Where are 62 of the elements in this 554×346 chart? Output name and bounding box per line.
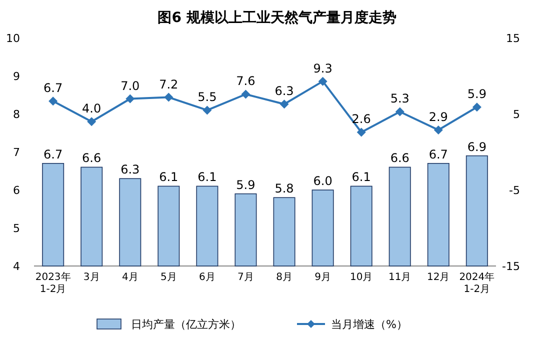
x-tick-label: 3月 <box>83 272 100 283</box>
point <box>356 128 366 137</box>
data-label: 7.2 <box>159 77 178 92</box>
data-label: 6.6 <box>82 151 102 166</box>
y2-tick-label: 5 <box>513 108 520 121</box>
data-label: 7.6 <box>236 74 256 88</box>
point <box>472 102 482 112</box>
x-tick-label: 8月 <box>276 272 292 283</box>
x-tick-label: 6月 <box>199 272 216 283</box>
data-label: 6.3 <box>274 84 294 98</box>
y-tick-label: 7 <box>13 146 20 159</box>
x-tick-label: 10月 <box>350 272 373 283</box>
data-label: 6.7 <box>428 147 448 162</box>
point <box>241 90 250 99</box>
data-label: 5.9 <box>236 178 256 192</box>
point <box>87 117 96 126</box>
x-tick-label: 2023年 1-2月 <box>35 271 71 295</box>
data-label: 6.1 <box>159 170 178 184</box>
data-label: 6.7 <box>44 147 63 162</box>
data-label: 6.9 <box>467 140 486 154</box>
data-label: 6.7 <box>44 81 63 96</box>
x-tick-label: 7月 <box>238 272 254 283</box>
data-label: 6.6 <box>390 151 410 166</box>
y2-tick-label: -15 <box>502 260 520 273</box>
data-label: 7.0 <box>120 78 140 93</box>
x-tick-label: 4月 <box>122 272 138 283</box>
point <box>48 96 58 106</box>
x-tick-label: 11月 <box>388 272 412 283</box>
data-label: 5.9 <box>467 87 486 102</box>
x-tick-label: 5月 <box>160 272 177 283</box>
data-label: 9.3 <box>313 61 332 76</box>
data-label: 6.0 <box>313 174 332 188</box>
data-label: 6.1 <box>198 170 217 184</box>
y-tick-label: 8 <box>13 108 20 121</box>
data-label: 5.5 <box>198 90 217 104</box>
y-tick-label: 10 <box>6 32 20 45</box>
y2-tick-label: 15 <box>506 32 520 45</box>
point <box>395 107 404 116</box>
x-tick-label: 2024年 1-2月 <box>459 271 495 295</box>
data-label: 6.1 <box>352 170 371 184</box>
legend-label: 日均产量（亿立方米） <box>131 318 241 331</box>
data-label: 6.3 <box>120 162 140 177</box>
data-label: 5.3 <box>390 92 410 106</box>
point <box>434 125 443 134</box>
data-label: 2.9 <box>428 110 448 124</box>
chart-title: 图6 规模以上工业天然气产量月度走势 <box>158 9 396 26</box>
point <box>202 106 212 115</box>
data-label: 4.0 <box>82 102 102 116</box>
data-label: 2.6 <box>352 112 371 126</box>
y-tick-label: 9 <box>13 70 20 83</box>
x-tick-label: 12月 <box>427 272 450 283</box>
legend-label: 当月增速（%） <box>331 318 408 331</box>
y-tick-label: 4 <box>13 260 20 273</box>
data-label: 5.8 <box>274 182 294 196</box>
y-tick-label: 5 <box>13 222 20 235</box>
point <box>126 94 135 104</box>
point <box>164 92 174 102</box>
point <box>318 76 328 86</box>
y2-tick-label: -5 <box>509 184 520 197</box>
x-tick-label: 9月 <box>314 272 331 283</box>
y-tick-label: 6 <box>13 184 20 197</box>
point <box>280 100 289 109</box>
